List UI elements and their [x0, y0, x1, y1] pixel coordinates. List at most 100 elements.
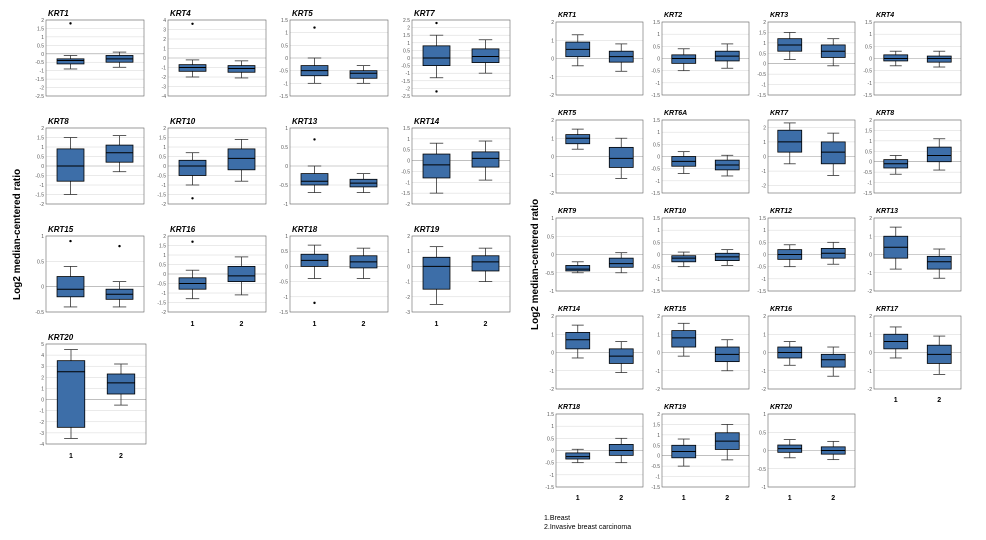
panel-svg: -2-1.5-1-0.500.511.52 — [152, 114, 270, 210]
boxplot-panel: KRT6A-1.5-1-0.500.511.5 — [650, 108, 752, 198]
svg-text:-1: -1 — [284, 81, 289, 87]
x-tick-label: 2 — [600, 495, 644, 502]
svg-text:-2: -2 — [406, 295, 411, 301]
panel-svg: -3-2-1012 — [396, 222, 514, 318]
svg-text:0.5: 0.5 — [403, 148, 410, 154]
svg-text:1: 1 — [869, 32, 872, 38]
panel-title: KRT1 — [48, 9, 69, 18]
boxplot-panel: KRT15-2-1012 — [650, 304, 752, 394]
svg-text:0: 0 — [763, 62, 766, 68]
svg-text:0.5: 0.5 — [865, 44, 872, 50]
panel-svg: -2-1.5-1-0.500.511.52 — [152, 222, 270, 318]
panel-svg: -2-1012 — [756, 108, 858, 198]
svg-text:-0.5: -0.5 — [35, 174, 44, 180]
svg-text:0: 0 — [163, 56, 166, 62]
svg-text:2: 2 — [763, 125, 766, 131]
panel-title: KRT6A — [664, 110, 687, 117]
x-tick-label: 1 — [168, 321, 217, 328]
boxplot-panel: KRT18-1.5-1-0.500.5112 — [274, 222, 392, 318]
svg-text:0.5: 0.5 — [759, 51, 766, 57]
panel-svg: -2-1.5-1-0.500.511.5 — [396, 114, 514, 210]
svg-text:0: 0 — [763, 351, 766, 357]
svg-text:-2: -2 — [406, 202, 411, 208]
svg-text:1: 1 — [551, 332, 554, 338]
svg-text:1.5: 1.5 — [547, 412, 554, 418]
svg-text:0: 0 — [869, 160, 872, 166]
boxplot-panel: KRT9-1-0.500.51 — [544, 206, 646, 296]
svg-text:1.5: 1.5 — [759, 216, 766, 222]
boxplot-panel: KRT12-1.5-1-0.500.511.5 — [756, 206, 858, 296]
svg-text:-1: -1 — [656, 179, 661, 185]
x-tick-label: 2 — [217, 321, 266, 328]
svg-text:-0.5: -0.5 — [651, 464, 660, 470]
svg-text:-2: -2 — [550, 387, 555, 393]
x-tick-label: 1 — [290, 321, 339, 328]
legend-line-1: 1.Breast — [544, 515, 631, 523]
svg-text:1: 1 — [551, 136, 554, 142]
svg-text:-0.5: -0.5 — [157, 174, 166, 180]
svg-text:-1.5: -1.5 — [863, 191, 872, 197]
boxplot-panel: KRT18-1.5-1-0.500.511.512 — [544, 402, 646, 492]
boxplot-panel: KRT20-4-3-2-101234512 — [30, 330, 150, 450]
x-tick-label: 2 — [96, 453, 146, 460]
svg-text:2: 2 — [163, 37, 166, 43]
svg-text:0.5: 0.5 — [37, 259, 44, 265]
svg-text:-0.5: -0.5 — [401, 169, 410, 175]
svg-text:0: 0 — [551, 57, 554, 63]
svg-text:0.5: 0.5 — [403, 48, 410, 54]
svg-text:1: 1 — [763, 412, 766, 418]
panel-svg: -2.5-2-1.5-1-0.500.511.522.5 — [396, 6, 514, 102]
right-half: Log2 median-centered ratio KRT1-2-1012KR… — [520, 0, 986, 540]
svg-text:-1.5: -1.5 — [279, 94, 288, 100]
svg-text:-1.5: -1.5 — [545, 485, 554, 491]
svg-text:0: 0 — [41, 398, 44, 404]
panel-svg: -1.5-1-0.500.511.52 — [650, 402, 752, 492]
panel-title: KRT9 — [558, 208, 576, 215]
panel-title: KRT15 — [664, 306, 686, 313]
svg-text:0: 0 — [869, 57, 872, 63]
panel-title: KRT10 — [664, 208, 686, 215]
boxplot-panel: KRT14-2-1012 — [544, 304, 646, 394]
figure-root: Log2 median-centered ratio KRT1-2.5-2-1.… — [0, 0, 986, 540]
svg-text:0: 0 — [657, 454, 660, 460]
svg-text:2: 2 — [407, 234, 410, 240]
svg-text:-1.5: -1.5 — [651, 191, 660, 197]
svg-text:-1.5: -1.5 — [863, 93, 872, 99]
panel-title: KRT8 — [876, 110, 894, 117]
svg-text:0: 0 — [407, 264, 410, 270]
svg-text:-1.5: -1.5 — [757, 93, 766, 99]
svg-text:-2: -2 — [406, 86, 411, 92]
svg-text:0: 0 — [41, 164, 44, 170]
svg-text:1: 1 — [407, 249, 410, 255]
svg-text:-2: -2 — [550, 191, 555, 197]
svg-text:-0.5: -0.5 — [863, 170, 872, 176]
svg-text:0: 0 — [551, 449, 554, 455]
yaxis-label-left: Log2 median-centered ratio — [12, 169, 23, 300]
svg-text:0.5: 0.5 — [653, 44, 660, 50]
svg-text:-4: -4 — [40, 442, 45, 448]
svg-text:-1: -1 — [868, 81, 873, 87]
panel-svg: -2-1012 — [544, 304, 646, 394]
svg-text:-1: -1 — [40, 409, 45, 415]
svg-text:1.5: 1.5 — [159, 244, 166, 250]
x-tick-labels: 12 — [46, 453, 146, 460]
svg-text:1.5: 1.5 — [403, 33, 410, 39]
svg-text:-2.5: -2.5 — [35, 94, 44, 100]
x-tick-label: 1 — [412, 321, 461, 328]
svg-text:-1.5: -1.5 — [651, 93, 660, 99]
svg-text:-1: -1 — [656, 369, 661, 375]
svg-text:0.5: 0.5 — [653, 240, 660, 246]
svg-text:-0.5: -0.5 — [757, 72, 766, 78]
svg-text:-0.5: -0.5 — [157, 282, 166, 288]
svg-text:-1: -1 — [284, 202, 289, 208]
svg-text:-2: -2 — [550, 93, 555, 99]
svg-text:2: 2 — [869, 216, 872, 222]
svg-text:-2: -2 — [656, 387, 661, 393]
boxplot-panel: KRT4-4-3-2-101234 — [152, 6, 270, 102]
svg-text:0: 0 — [551, 155, 554, 161]
svg-text:0: 0 — [41, 285, 44, 291]
svg-text:1: 1 — [407, 41, 410, 47]
boxplot-panel: KRT20-1-0.500.5112 — [756, 402, 858, 492]
boxplot-panel: KRT13-2-1012 — [862, 206, 964, 296]
panel-title: KRT15 — [48, 225, 73, 234]
